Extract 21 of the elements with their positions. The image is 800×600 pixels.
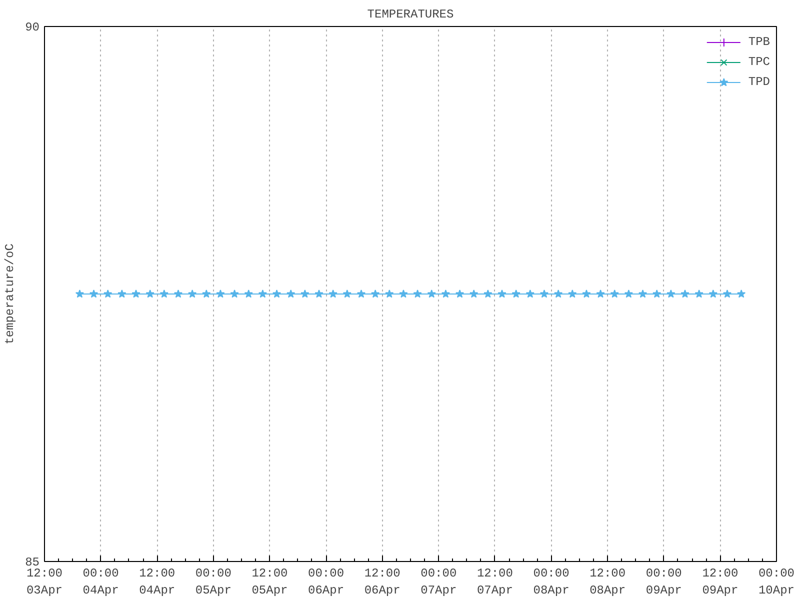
x-tick-label: 00:00 06Apr [308,566,344,598]
x-tick-label: 00:00 09Apr [646,566,682,598]
x-tick-label: 00:00 08Apr [533,566,570,598]
chart-title: TEMPERATURES [367,8,454,22]
x-tick-label: 00:00 05Apr [195,566,232,598]
y-axis-title: temperature/oC [3,244,18,344]
x-tick-label: 12:00 09Apr [702,566,738,598]
x-tick-label: 12:00 04Apr [139,566,176,598]
x-tick-label: 00:00 04Apr [82,566,119,598]
x-tick-label: 00:00 10Apr [758,566,795,598]
x-tick-label: 12:00 05Apr [252,566,288,598]
x-tick-label: 00:00 07Apr [420,566,457,598]
legend-label: TPC [748,55,770,69]
y-tick-label: 85 [25,556,40,570]
y-tick-label: 90 [25,20,40,34]
legend-label: TPB [748,35,770,49]
x-tick-label: 12:00 06Apr [364,566,400,598]
x-tick-label: 12:00 03Apr [26,566,63,598]
x-tick-label: 12:00 07Apr [476,566,513,598]
legend-label: TPD [748,75,770,89]
x-tick-label: 12:00 08Apr [590,566,626,598]
